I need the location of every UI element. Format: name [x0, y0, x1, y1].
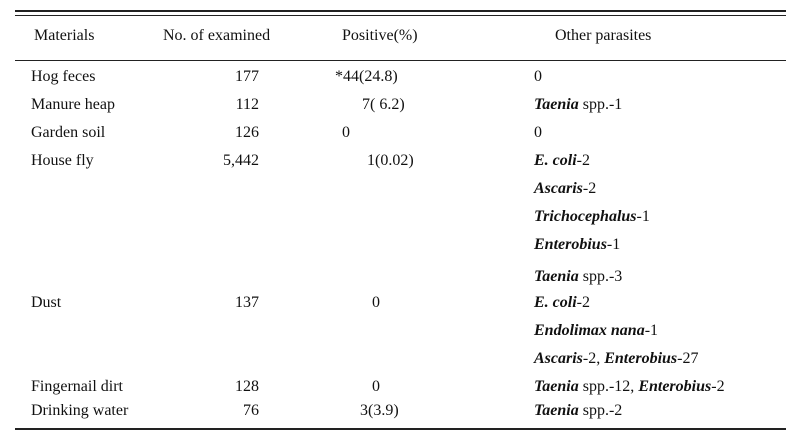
row-dust-other-1: E. coli-2 — [534, 293, 590, 313]
row-hog-feces-positive: *44(24.8) — [335, 68, 398, 85]
taxon-name: Taenia — [534, 268, 579, 285]
taxon-name: Enterobius — [604, 350, 678, 367]
taxon-name: Enterobius — [534, 236, 607, 253]
row-dust-other-2: Endolimax nana-1 — [534, 321, 658, 341]
row-house-fly-other-2: Ascaris-2 — [534, 179, 596, 199]
taxon-count: -27 — [677, 350, 699, 367]
row-hog-feces-other: 0 — [534, 67, 542, 87]
bottom-rule — [15, 428, 786, 430]
row-drinking-water-examined: 76 — [243, 402, 259, 419]
taxon-name: E. coli — [534, 294, 577, 311]
row-fingernail-dirt-material: Fingernail dirt — [31, 378, 123, 395]
row-garden-soil-material: Garden soil — [31, 124, 106, 141]
taxon-count: -1 — [644, 322, 659, 339]
taxon-count: 0 — [534, 124, 542, 141]
taxon-name: Trichocephalus — [534, 208, 637, 225]
row-dust-material: Dust — [31, 294, 62, 311]
top-rule-inner — [15, 15, 786, 16]
taxon-count: -2 — [711, 378, 725, 395]
row-house-fly-positive: 1(0.02) — [367, 152, 414, 169]
row-manure-heap-other: Taenia spp.-1 — [534, 95, 622, 115]
taxon-count: -2 — [576, 294, 590, 311]
taxon-name: Endolimax nana — [534, 322, 645, 339]
row-fingernail-dirt-other: Taenia spp.-12, Enterobius-2 — [534, 377, 725, 397]
row-drinking-water-material: Drinking water — [31, 402, 129, 419]
taxon-count: spp.-2 — [578, 402, 623, 419]
taxon-count: spp.-1 — [578, 96, 623, 113]
row-house-fly-other-3: Trichocephalus-1 — [534, 207, 650, 227]
row-dust-positive: 0 — [372, 294, 380, 311]
row-manure-heap-examined: 112 — [235, 96, 259, 113]
row-house-fly-other-1: E. coli-2 — [534, 151, 590, 171]
taxon-name: Taenia — [534, 402, 579, 419]
row-manure-heap-material: Manure heap — [31, 96, 115, 113]
header-examined: No. of examined — [163, 27, 271, 44]
taxon-count: -1 — [606, 236, 621, 253]
taxon-count: 0 — [534, 68, 542, 85]
row-hog-feces-material: Hog feces — [31, 68, 96, 85]
taxon-count: -2 — [576, 152, 590, 169]
row-house-fly-examined: 5,442 — [223, 152, 259, 169]
row-manure-heap-positive: 7( 6.2) — [362, 96, 405, 113]
row-fingernail-dirt-examined: 128 — [235, 378, 259, 395]
row-drinking-water-positive: 3(3.9) — [360, 402, 399, 419]
taxon-name: Ascaris — [534, 350, 583, 367]
taxon-name: E. coli — [534, 152, 577, 169]
taxon-name: Enterobius — [638, 378, 712, 395]
row-hog-feces-examined: 177 — [235, 68, 259, 85]
taxon-count: -1 — [636, 208, 650, 225]
header-positive: Positive(%) — [342, 27, 418, 44]
row-fingernail-dirt-positive: 0 — [372, 378, 380, 395]
row-house-fly-other-4: Enterobius-1 — [534, 235, 620, 255]
header-other-parasites: Other parasites — [555, 27, 652, 44]
row-house-fly-other-5: Taenia spp.-3 — [534, 267, 622, 287]
row-garden-soil-examined: 126 — [235, 124, 259, 141]
row-dust-other-3: Ascaris-2, Enterobius-27 — [534, 349, 698, 369]
taxon-count: -2, — [582, 350, 605, 367]
taxon-count: -2 — [582, 180, 597, 197]
taxon-count: spp.-12, — [578, 378, 639, 395]
taxon-name: Ascaris — [534, 180, 583, 197]
row-house-fly-material: House fly — [31, 152, 94, 169]
row-garden-soil-other: 0 — [534, 123, 542, 143]
row-drinking-water-other: Taenia spp.-2 — [534, 401, 622, 421]
taxon-count: spp.-3 — [578, 268, 623, 285]
taxon-name: Taenia — [534, 96, 579, 113]
header-rule — [15, 60, 786, 61]
parasite-table: Materials No. of examined Positive(%) Ot… — [15, 10, 786, 432]
row-garden-soil-positive: 0 — [342, 124, 350, 141]
top-rule — [15, 10, 786, 12]
taxon-name: Taenia — [534, 378, 579, 395]
row-dust-examined: 137 — [235, 294, 259, 311]
header-materials: Materials — [34, 27, 95, 44]
